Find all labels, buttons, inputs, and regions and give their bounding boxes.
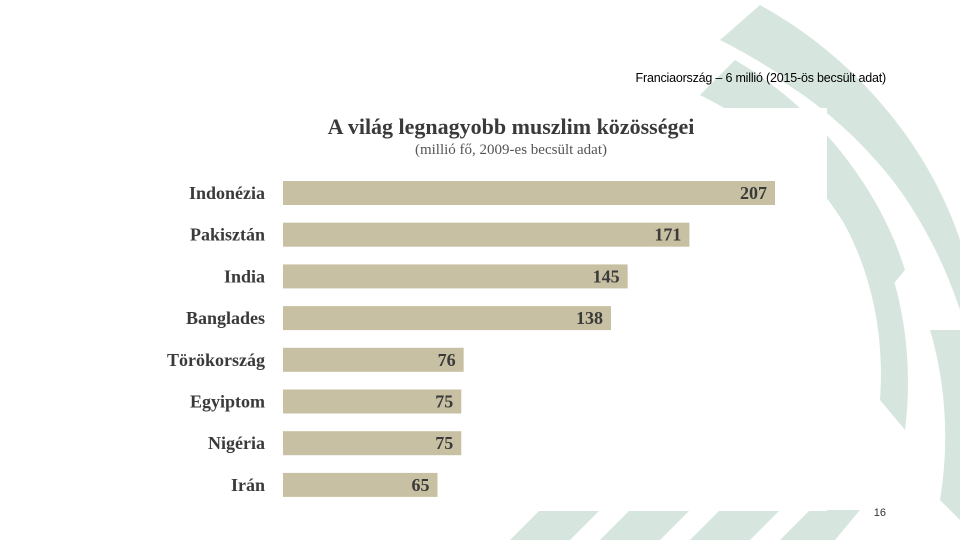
decor-stripe-2: [600, 510, 690, 540]
bar: [283, 389, 462, 414]
value-label: 65: [411, 475, 429, 495]
decor-stripe-3: [690, 510, 780, 540]
slide-note: Franciaország – 6 millió (2015-ös becsül…: [635, 71, 887, 85]
value-label: 207: [740, 183, 767, 203]
bar: [283, 264, 628, 289]
decor-arc-4: [930, 330, 960, 520]
category-label: India: [224, 266, 265, 286]
bar-chart: A világ legnagyobb muszlim közösségei (m…: [167, 114, 775, 497]
category-label: Banglades: [186, 308, 265, 328]
decor-arc-5: [780, 60, 925, 190]
bar: [283, 181, 775, 205]
chart-title: A világ legnagyobb muszlim közösségei: [328, 114, 695, 139]
category-label: Irán: [231, 475, 265, 495]
bar: [283, 431, 462, 456]
bar: [283, 472, 438, 497]
value-label: 75: [435, 433, 453, 453]
value-label: 138: [576, 308, 603, 328]
category-label: Pakisztán: [190, 225, 265, 245]
decor-arc-3: [830, 200, 908, 430]
decor-arc-1: [720, 5, 960, 310]
decor-stripe-4: [780, 510, 860, 540]
decor-stripe-1: [510, 510, 600, 540]
value-label: 76: [438, 350, 456, 370]
slide-number: 16: [873, 507, 886, 519]
category-label: Nigéria: [208, 433, 265, 453]
value-label: 75: [435, 392, 453, 412]
bar: [283, 306, 611, 331]
value-label: 171: [654, 225, 681, 245]
value-label: 145: [593, 266, 620, 286]
chart-panel: A világ legnagyobb muszlim közösségei (m…: [140, 108, 827, 511]
bars-layer: Indonézia 207 Pakisztán 171 India 145 Banglade…: [167, 181, 775, 497]
category-label: Törökország: [167, 350, 265, 370]
category-label: Indonézia: [189, 183, 265, 203]
bar: [283, 222, 690, 247]
category-label: Egyiptom: [190, 392, 265, 412]
chart-subtitle: (millió fő, 2009-es becsült adat): [415, 142, 607, 158]
bar: [283, 347, 464, 372]
